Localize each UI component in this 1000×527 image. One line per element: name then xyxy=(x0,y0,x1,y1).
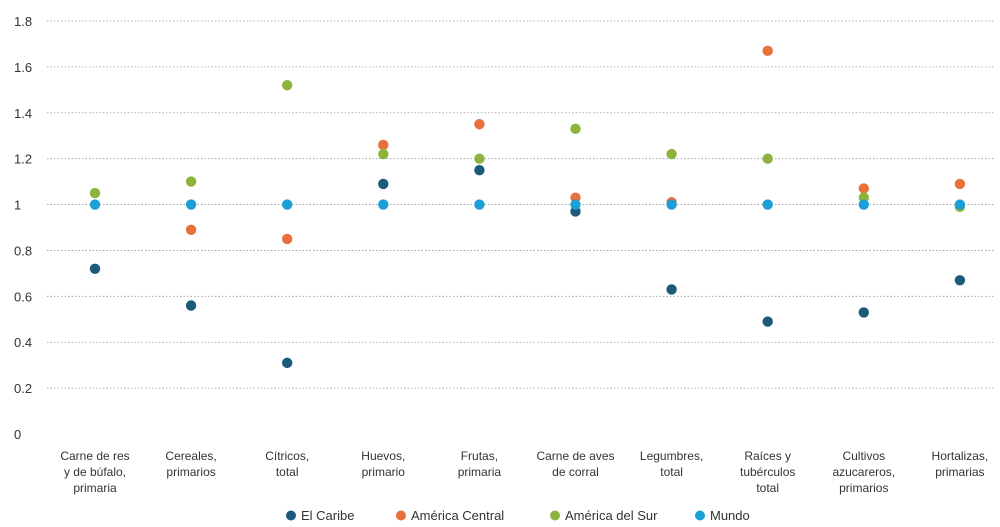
point-america-central xyxy=(474,119,485,130)
point-el-caribe xyxy=(858,307,869,318)
x-axis-categories: Carne de res y de búfalo, primaria Cereales… xyxy=(60,449,988,495)
y-tick-label: 0.2 xyxy=(14,381,32,396)
x-category-label-line: Raíces y xyxy=(744,449,791,463)
point-mundo xyxy=(185,199,197,210)
x-category-label-line: Carne de res xyxy=(60,449,129,463)
legend-marker xyxy=(286,510,296,521)
x-category-label-line: total xyxy=(276,465,299,479)
point-america-central xyxy=(954,178,966,190)
point-america-central xyxy=(378,139,389,151)
y-axis-ticks: 0 0.2 0.4 0.6 0.8 1 1.2 1.4 1.6 1.8 xyxy=(14,14,32,442)
point-america-central xyxy=(282,233,293,245)
x-category-label-line: primaria xyxy=(458,465,502,479)
point-el-caribe xyxy=(89,263,101,274)
gridlines xyxy=(47,20,995,389)
x-category-label-line: azucareros, xyxy=(832,465,895,479)
x-category-label-line: Cultivos xyxy=(842,449,885,463)
point-mundo xyxy=(378,199,389,210)
y-tick-label: 1.6 xyxy=(14,60,32,75)
point-mundo xyxy=(762,199,773,210)
legend-label: El Caribe xyxy=(301,508,354,523)
legend-marker xyxy=(695,510,705,521)
legend-label: América del Sur xyxy=(565,508,658,523)
point-america-del-sur xyxy=(185,176,197,187)
x-category-label-line: de corral xyxy=(552,465,599,479)
y-tick-label: 0 xyxy=(14,427,21,442)
x-category-label-line: Legumbres, xyxy=(640,449,703,463)
x-category-label-line: total xyxy=(660,465,683,479)
x-category-label-line: Carne de aves xyxy=(536,449,614,463)
point-el-caribe xyxy=(185,300,197,311)
x-category-label: Hortalizas, primarias xyxy=(932,449,989,479)
x-category-label: Cítricos, total xyxy=(265,449,309,479)
point-mundo xyxy=(282,199,293,210)
point-mundo xyxy=(666,199,677,210)
legend-label: Mundo xyxy=(710,508,750,523)
x-category-label-line: y de búfalo, xyxy=(64,465,126,479)
point-america-central xyxy=(762,45,773,57)
x-category-label-line: primarios xyxy=(166,465,215,479)
point-mundo xyxy=(89,199,101,210)
point-el-caribe xyxy=(666,284,677,295)
point-america-del-sur xyxy=(570,123,581,135)
point-america-central xyxy=(185,224,197,235)
x-category-label-line: total xyxy=(756,481,779,495)
x-category-label-line: primarios xyxy=(839,481,888,495)
point-america-del-sur xyxy=(474,153,485,164)
x-category-label-line: Frutas, xyxy=(461,449,498,463)
x-category-label: Frutas, primaria xyxy=(458,449,502,479)
y-tick-label: 1.2 xyxy=(14,152,32,167)
x-category-label-line: primaria xyxy=(73,481,117,495)
point-america-del-sur xyxy=(89,187,101,199)
point-el-caribe xyxy=(762,316,773,327)
legend: El Caribe América Central América del Sur M… xyxy=(286,508,750,523)
x-category-label-line: primario xyxy=(362,465,406,479)
point-mundo xyxy=(570,199,581,210)
point-el-caribe xyxy=(954,275,966,286)
legend-marker xyxy=(396,510,406,521)
point-mundo xyxy=(858,199,869,210)
y-tick-label: 1.4 xyxy=(14,106,32,121)
point-america-del-sur xyxy=(762,153,773,164)
y-tick-label: 0.4 xyxy=(14,335,32,350)
x-category-label-line: Huevos, xyxy=(361,449,405,463)
y-tick-label: 0.6 xyxy=(14,289,32,304)
x-category-label: Huevos, primario xyxy=(361,449,405,479)
point-el-caribe xyxy=(474,164,485,176)
legend-marker xyxy=(550,510,560,521)
x-category-label-line: Cereales, xyxy=(165,449,216,463)
x-category-label: Raíces y tubérculos total xyxy=(740,449,795,495)
point-america-central xyxy=(858,183,869,194)
point-america-del-sur xyxy=(666,148,677,160)
x-category-label: Carne de aves de corral xyxy=(536,449,614,479)
x-category-label: Legumbres, total xyxy=(640,449,703,479)
y-tick-label: 1.8 xyxy=(14,14,32,29)
x-category-label-line: Hortalizas, xyxy=(932,449,989,463)
point-el-caribe xyxy=(378,178,389,190)
point-america-del-sur xyxy=(378,148,389,160)
point-mundo xyxy=(474,199,485,210)
y-tick-label: 0.8 xyxy=(14,243,32,258)
point-mundo xyxy=(954,199,966,210)
x-category-label-line: Cítricos, xyxy=(265,449,309,463)
point-el-caribe xyxy=(282,357,293,369)
data-points xyxy=(89,45,966,369)
x-category-label: Cultivos azucareros, primarios xyxy=(832,449,895,495)
x-category-label-line: primarias xyxy=(935,465,984,479)
point-america-del-sur xyxy=(282,80,293,91)
x-category-label-line: tubérculos xyxy=(740,465,795,479)
x-category-label: Carne de res y de búfalo, primaria xyxy=(60,449,129,495)
y-tick-label: 1 xyxy=(14,198,21,213)
x-category-label: Cereales, primarios xyxy=(165,449,216,479)
legend-label: América Central xyxy=(411,508,504,523)
